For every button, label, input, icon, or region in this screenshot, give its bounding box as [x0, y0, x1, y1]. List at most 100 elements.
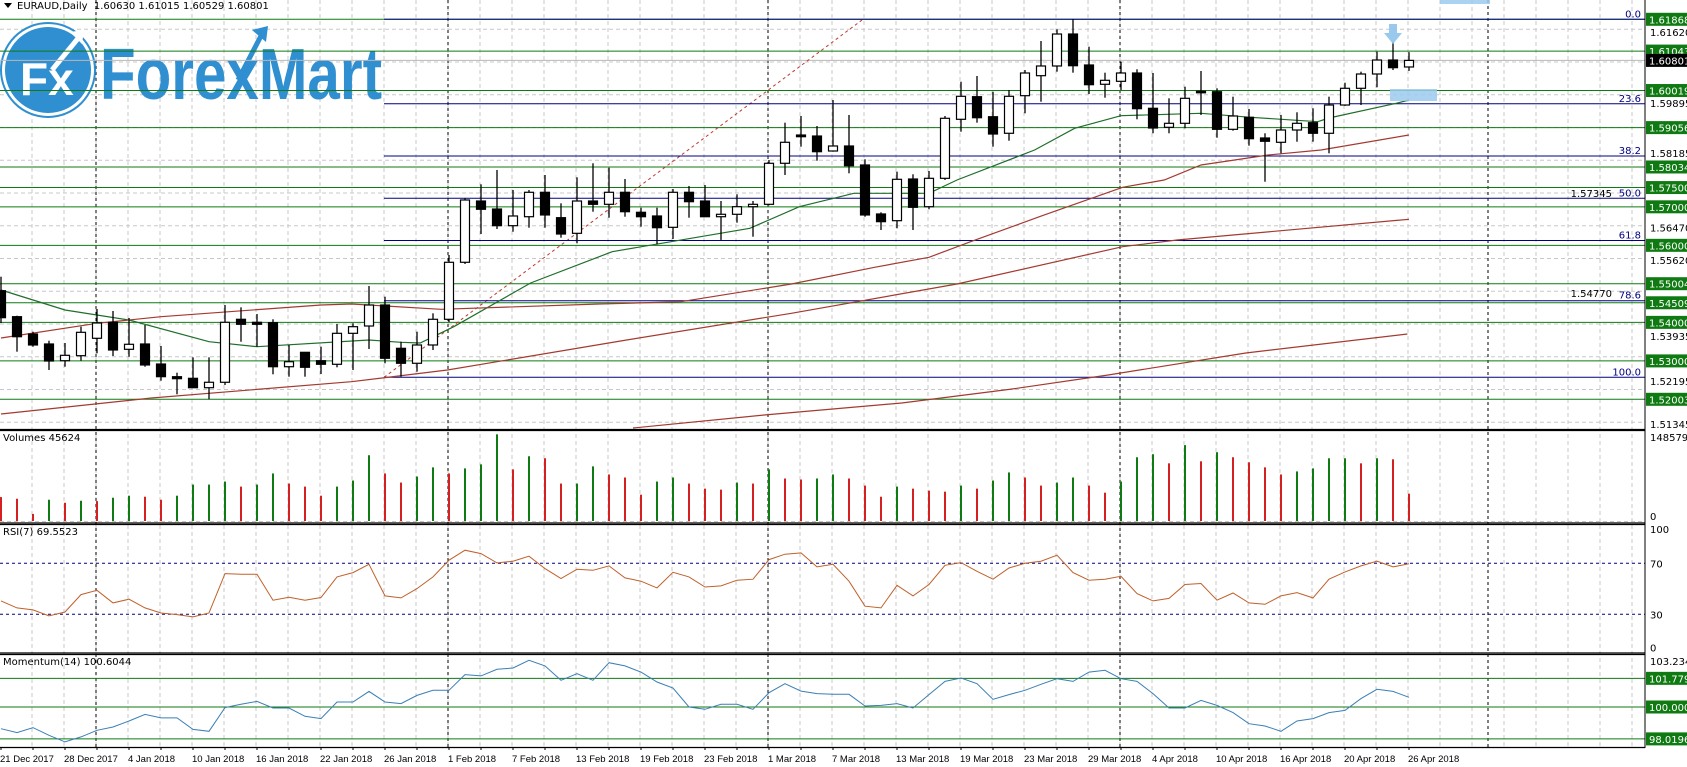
candle[interactable] — [587, 163, 599, 212]
candle[interactable] — [107, 311, 119, 357]
candle[interactable] — [523, 189, 535, 228]
candle[interactable] — [891, 171, 903, 229]
candle[interactable] — [1211, 88, 1223, 138]
candle[interactable] — [59, 342, 71, 367]
candle[interactable] — [1179, 86, 1191, 129]
candle[interactable] — [651, 207, 663, 245]
candle[interactable] — [1163, 98, 1175, 134]
candle[interactable] — [811, 125, 823, 161]
level-price-label-badge-bg — [1646, 238, 1687, 252]
candle[interactable] — [1403, 52, 1415, 71]
candle[interactable] — [1131, 69, 1143, 120]
candle[interactable] — [571, 177, 583, 244]
candle[interactable] — [411, 331, 423, 372]
candle[interactable] — [1275, 114, 1287, 154]
candle[interactable] — [459, 198, 471, 264]
candle[interactable] — [171, 372, 183, 395]
candle[interactable] — [715, 200, 727, 240]
candle[interactable] — [11, 315, 23, 352]
candle[interactable] — [1227, 96, 1239, 131]
candle[interactable] — [603, 167, 615, 218]
candle[interactable] — [699, 185, 711, 218]
candle[interactable] — [683, 186, 695, 218]
candle[interactable] — [251, 313, 263, 347]
candle[interactable] — [1323, 96, 1335, 154]
candle[interactable] — [875, 212, 887, 231]
candle[interactable] — [235, 307, 247, 342]
candle[interactable] — [827, 99, 839, 152]
candle[interactable] — [1371, 51, 1383, 88]
candle[interactable] — [1147, 72, 1159, 134]
candle[interactable] — [155, 345, 167, 381]
candle[interactable] — [219, 305, 231, 386]
candle[interactable] — [923, 170, 935, 210]
rsi-axis-label: 70 — [1650, 559, 1663, 570]
candle[interactable] — [1051, 29, 1063, 72]
candle[interactable] — [347, 323, 359, 370]
candle[interactable] — [379, 296, 391, 364]
level-price-label-badge-bg — [1646, 12, 1687, 26]
candle[interactable] — [763, 160, 775, 206]
candle[interactable] — [267, 319, 279, 375]
candle[interactable] — [1099, 72, 1111, 98]
candle[interactable] — [971, 76, 983, 123]
candle-body — [1035, 65, 1047, 77]
candle-body — [1339, 87, 1351, 106]
candle[interactable] — [443, 255, 455, 322]
candle[interactable] — [363, 286, 375, 349]
candle[interactable] — [123, 317, 135, 357]
candle[interactable] — [987, 91, 999, 147]
candle[interactable] — [1307, 108, 1319, 142]
candle[interactable] — [427, 313, 439, 350]
candle[interactable] — [955, 81, 967, 132]
candle[interactable] — [491, 169, 503, 230]
candle[interactable] — [203, 357, 215, 400]
candle[interactable] — [331, 323, 343, 368]
candle[interactable] — [75, 326, 87, 361]
level-price-label: 1.58034 — [1649, 163, 1687, 174]
candle-body — [347, 326, 359, 334]
candle[interactable] — [1003, 89, 1015, 141]
candle[interactable] — [395, 341, 407, 377]
candle[interactable] — [907, 174, 919, 231]
candle[interactable] — [1195, 70, 1207, 115]
candle[interactable] — [43, 340, 55, 370]
candle[interactable] — [539, 174, 551, 228]
candle[interactable] — [843, 114, 855, 174]
candle[interactable] — [187, 357, 199, 389]
candle[interactable] — [1067, 19, 1079, 73]
candle[interactable] — [1115, 61, 1127, 90]
candle[interactable] — [1019, 69, 1031, 114]
candle-body — [91, 322, 103, 339]
candle[interactable] — [731, 194, 743, 223]
candle[interactable] — [747, 200, 759, 237]
candle[interactable] — [779, 122, 791, 175]
candle[interactable] — [1083, 46, 1095, 94]
candle[interactable] — [635, 207, 647, 227]
candle[interactable] — [283, 344, 295, 377]
candle[interactable] — [859, 159, 871, 217]
candle[interactable] — [1243, 109, 1255, 146]
candle[interactable] — [27, 331, 39, 347]
candle[interactable] — [475, 184, 487, 235]
candle[interactable] — [1339, 82, 1351, 106]
candle[interactable] — [619, 179, 631, 217]
dropdown-triangle-icon[interactable] — [4, 3, 12, 8]
candle[interactable] — [667, 188, 679, 239]
candle-body — [763, 162, 775, 205]
candle[interactable] — [315, 346, 327, 374]
candle[interactable] — [1259, 133, 1271, 182]
candle[interactable] — [0, 276, 7, 323]
candle[interactable] — [1355, 71, 1367, 106]
candle[interactable] — [1387, 41, 1399, 70]
candle[interactable] — [91, 309, 103, 354]
candle[interactable] — [139, 324, 151, 367]
candle[interactable] — [939, 115, 951, 181]
candle[interactable] — [1035, 40, 1047, 102]
candle[interactable] — [555, 203, 567, 238]
candle[interactable] — [507, 189, 519, 232]
candle[interactable] — [795, 115, 807, 147]
candle[interactable] — [1291, 112, 1303, 142]
candle[interactable] — [299, 351, 311, 377]
